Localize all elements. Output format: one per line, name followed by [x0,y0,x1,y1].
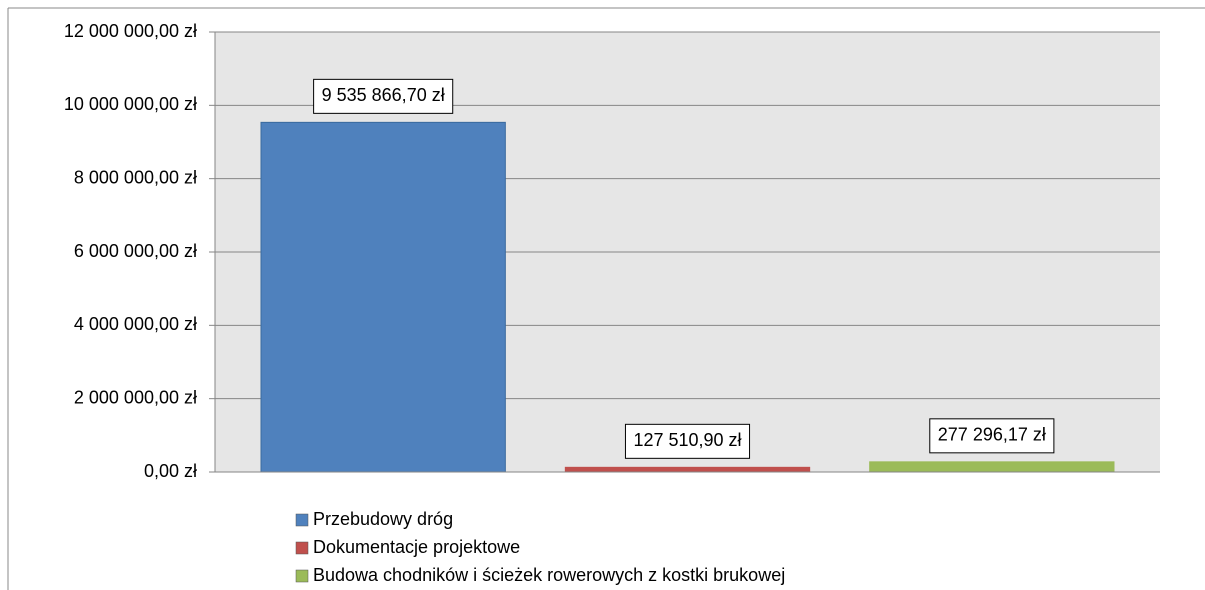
legend-label: Budowa chodników i ścieżek rowerowych z … [313,565,785,585]
legend-swatch [295,569,309,583]
y-tick-label: 4 000 000,00 zł [74,314,197,334]
y-tick-label: 2 000 000,00 zł [74,387,197,407]
value-label: 127 510,90 zł [633,430,741,450]
y-tick-label: 10 000 000,00 zł [64,94,197,114]
y-tick-label: 12 000 000,00 zł [64,21,197,41]
value-label: 9 535 866,70 zł [322,85,445,105]
bar [260,121,506,473]
bar [869,461,1115,473]
bar [564,466,811,473]
legend-label: Przebudowy dróg [313,509,453,529]
value-label-box [929,418,1055,454]
value-label-box [624,423,751,459]
y-tick-label: 6 000 000,00 zł [74,241,197,261]
value-label-box [313,78,454,114]
legend-swatch [295,541,309,555]
legend-swatch [295,513,309,527]
legend-label: Dokumentacje projektowe [313,537,520,557]
y-tick-label: 0,00 zł [144,461,197,481]
value-label: 277 296,17 zł [938,425,1046,445]
y-tick-label: 8 000 000,00 zł [74,167,197,187]
